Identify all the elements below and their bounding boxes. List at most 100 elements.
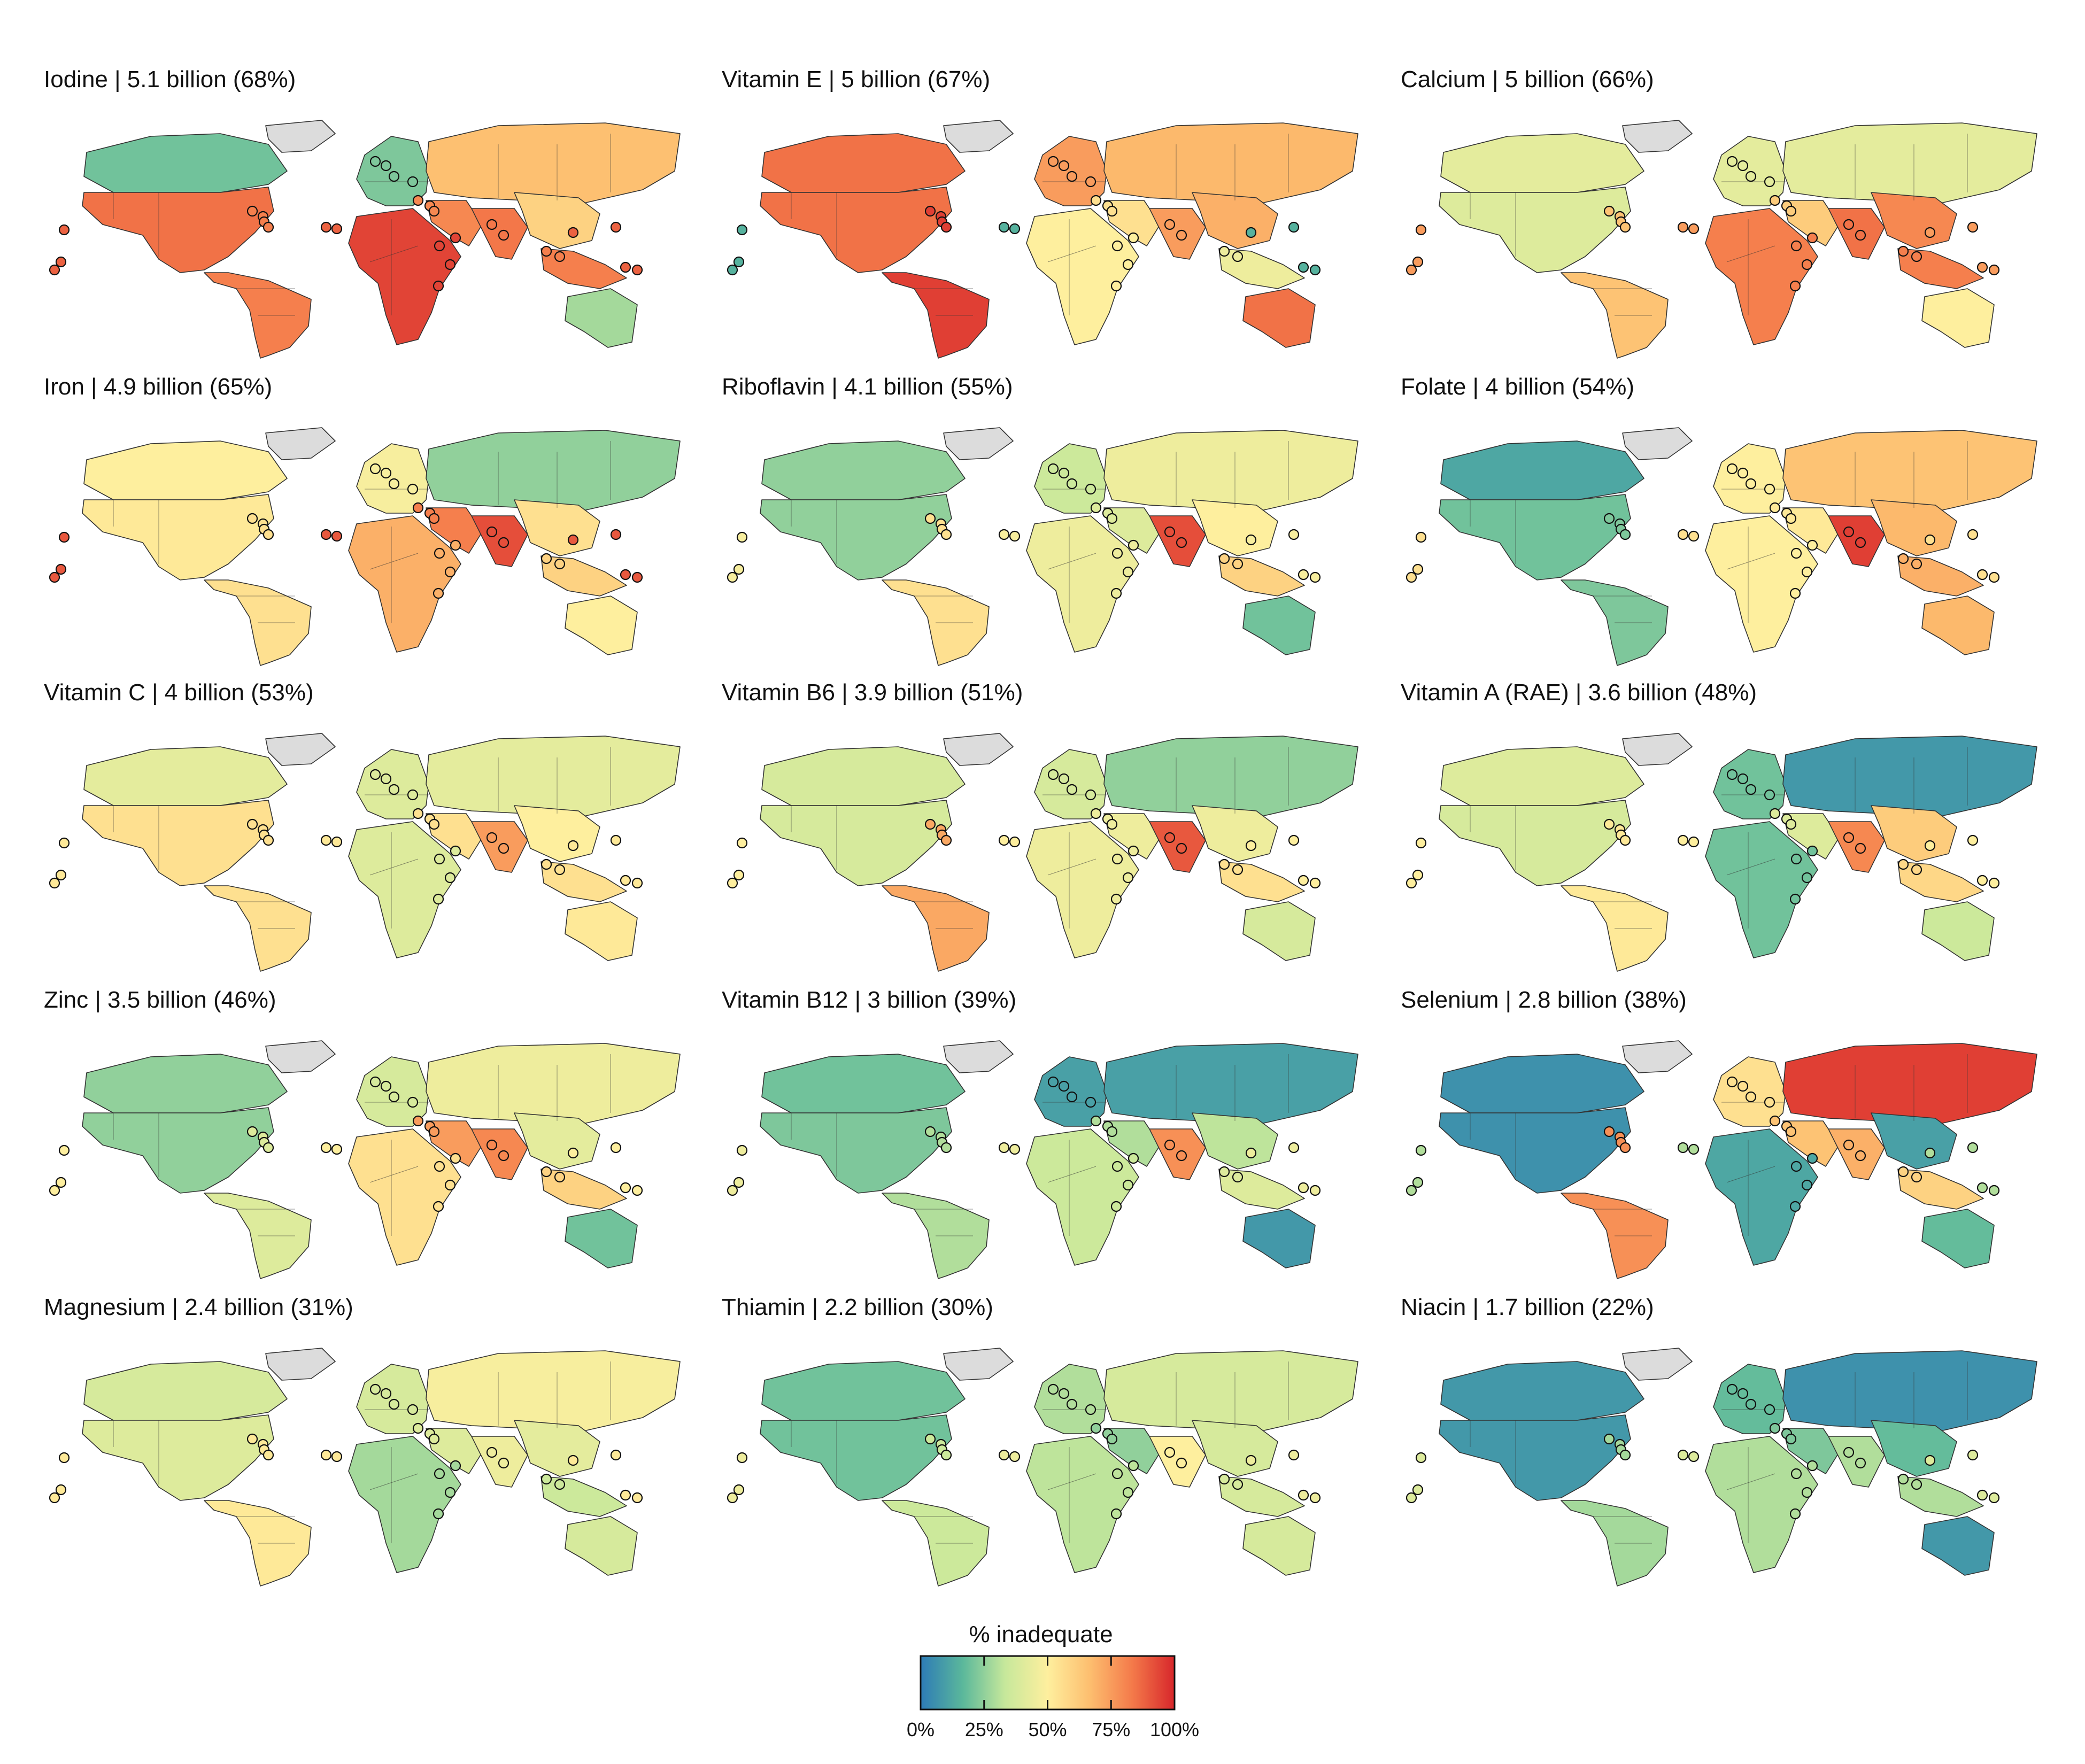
region-east-asia [1871,805,1957,862]
region-oceania [565,901,638,961]
small-country-marker [1801,566,1813,578]
small-country-marker [1218,858,1230,870]
small-country-marker [1309,1492,1321,1504]
region-east-asia [1192,805,1278,862]
small-country-marker [1677,529,1689,540]
small-country-marker [1806,232,1818,244]
panel-title: Vitamin B6 | 3.9 billion (51%) [722,679,1023,706]
region-canada [83,746,288,806]
small-country-marker [1412,1484,1424,1496]
small-country-marker [1309,1185,1321,1196]
country-border [1726,245,1775,262]
small-country-marker [733,1484,745,1496]
small-country-marker [1111,1468,1123,1480]
small-country-marker [1764,176,1775,188]
map-panel-thiamin: Thiamin | 2.2 billion (30%) [722,1294,1358,1587]
small-country-marker [1128,845,1139,857]
legend-ticks: 0% 25% 50% 75% 100% [907,1656,1199,1740]
small-country-marker [1412,869,1424,881]
small-country-marker [1412,256,1424,268]
region-greenland [1622,427,1693,460]
region-greenland [943,1348,1014,1381]
region-russia-asia [1782,1350,2037,1432]
region-north-america [1439,800,1631,886]
small-country-marker [1176,1457,1187,1469]
region-canada [761,133,966,193]
small-country-marker [998,1142,1010,1154]
small-country-marker [1619,1142,1631,1154]
small-country-marker [1897,1166,1909,1178]
region-southeast-asia [1897,555,1984,597]
small-country-marker [1726,1076,1738,1088]
small-country-marker [924,1126,936,1138]
region-north-america [760,1414,952,1501]
small-country-marker [1090,808,1102,819]
small-country-marker [1677,221,1689,233]
small-country-marker [924,1433,936,1445]
region-southeast-asia [1897,1169,1984,1210]
small-country-marker [1232,864,1244,876]
small-country-marker [1988,1492,2000,1504]
small-country-marker [554,864,566,876]
small-country-marker [1406,571,1417,583]
small-country-marker [1924,840,1936,852]
small-country-marker [58,1144,70,1156]
region-middle-east [426,1120,483,1167]
small-country-marker [1976,261,1988,273]
small-country-marker [1769,195,1781,206]
region-north-america [760,800,952,886]
panel-title: Folate | 4 billion (54%) [1401,374,1634,400]
small-country-marker [1790,240,1802,252]
small-country-marker [610,834,622,846]
region-canada [1440,133,1644,193]
region-canada [1440,746,1644,806]
small-country-marker [1009,223,1021,235]
region-southeast-asia [1218,1476,1305,1517]
small-country-marker [567,227,579,238]
small-country-marker [388,1398,400,1410]
region-oceania [1921,1516,1995,1576]
region-russia-asia [426,122,681,204]
small-country-marker [540,553,552,564]
legend-tick-label: 100% [1150,1719,1199,1740]
small-country-marker [1843,1139,1855,1151]
small-country-marker [369,1383,381,1395]
region-middle-east [1782,200,1840,246]
region-southeast-asia [1218,248,1305,289]
region-africa [348,208,461,345]
small-country-marker [380,1080,392,1092]
small-country-marker [1110,280,1122,292]
map-panel-selenium: Selenium | 2.8 billion (38%) [1401,987,2037,1279]
region-oceania [565,1516,638,1576]
small-country-marker [1764,483,1775,495]
small-country-marker [1009,1451,1021,1463]
small-country-marker [1988,264,2000,276]
small-country-marker [380,160,392,172]
small-country-marker [1106,1433,1118,1445]
small-country-marker [1245,227,1257,238]
small-country-marker [1085,483,1096,495]
region-east-asia [1871,1112,1957,1170]
small-country-marker [1164,1139,1176,1151]
small-country-marker [380,467,392,479]
small-country-marker [1790,547,1802,559]
small-country-marker [940,834,952,846]
small-country-marker [498,1457,509,1469]
small-country-marker [1764,1404,1775,1415]
small-country-marker [1164,526,1176,538]
small-country-marker [1785,1433,1797,1445]
small-country-marker [1911,1479,1922,1490]
small-country-marker [428,818,440,830]
small-country-marker [1218,1166,1230,1178]
small-country-marker [1897,1473,1909,1485]
small-country-marker [1726,156,1738,167]
small-country-marker [434,853,445,865]
small-country-marker [428,1433,440,1445]
small-country-marker [1976,569,1988,581]
small-country-marker [1176,842,1187,854]
small-country-marker [1764,1096,1775,1108]
map-panel-vitamin-b6: Vitamin B6 | 3.9 billion (51%) [722,679,1358,972]
small-country-marker [444,566,456,578]
panel-title: Calcium | 5 billion (66%) [1401,66,1654,92]
small-country-marker [1924,1454,1936,1466]
